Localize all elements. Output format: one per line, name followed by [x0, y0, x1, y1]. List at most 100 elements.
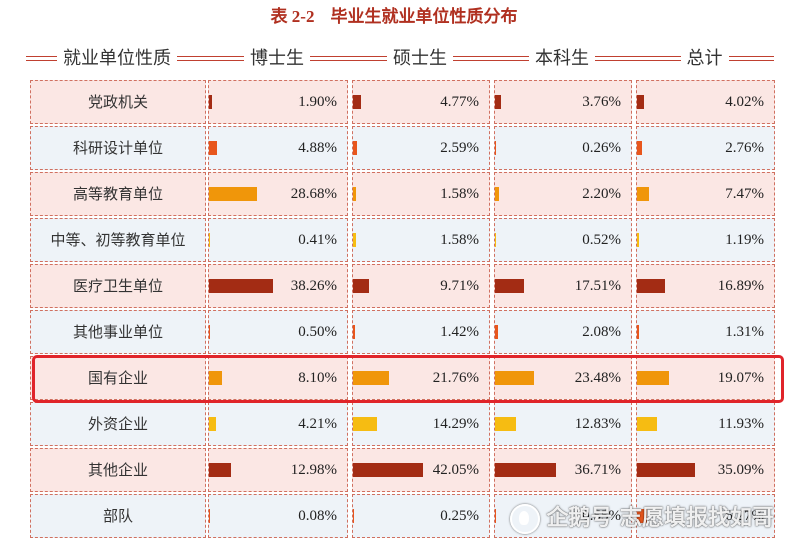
value-cell: 4.02%	[636, 80, 775, 124]
value-cell: 42.05%	[352, 448, 490, 492]
table-title-text: 毕业生就业单位性质分布	[330, 7, 518, 27]
value-text: 38.26%	[290, 278, 337, 294]
value-text: 12.98%	[290, 462, 337, 478]
row-label-cell: 部队	[30, 494, 206, 538]
value-bar	[353, 233, 356, 247]
value-bar	[637, 141, 642, 155]
value-cell: 4.88%	[208, 126, 348, 170]
value-text: 1.42%	[440, 324, 479, 340]
row-label: 高等教育单位	[72, 185, 163, 203]
header-master: 硕士生	[352, 44, 488, 74]
header-unit-type: 就业单位性质	[30, 44, 204, 74]
table-row: 科研设计单位 4.88% 2.59% 0.26% 2.76%	[30, 126, 775, 170]
value-bar	[353, 463, 423, 477]
row-label: 其他事业单位	[72, 323, 163, 341]
value-cell: 1.58%	[352, 218, 490, 262]
value-cell: 0.26%	[494, 126, 632, 170]
value-cell: 2.76%	[636, 126, 775, 170]
value-text: 1.19%	[725, 232, 764, 248]
value-text: 2.20%	[582, 186, 621, 202]
value-text: 28.68%	[290, 186, 337, 202]
value-text: 1.90%	[298, 94, 337, 110]
value-bar	[209, 509, 210, 523]
value-bar	[209, 371, 222, 385]
row-label-cell: 外资企业	[30, 402, 206, 446]
value-text: 8.10%	[298, 370, 337, 386]
value-bar	[495, 95, 501, 109]
header-bachelor: 本科生	[494, 44, 630, 74]
value-text: 9.71%	[440, 278, 479, 294]
value-bar	[637, 279, 665, 293]
value-cell: 0.25%	[352, 494, 490, 538]
value-bar	[209, 187, 257, 201]
value-bar	[495, 279, 524, 293]
value-text: 7.47%	[725, 186, 764, 202]
value-text: 19.07%	[717, 370, 764, 386]
header-total: 总计	[636, 44, 773, 74]
row-label: 部队	[102, 507, 133, 525]
table-row: 医疗卫生单位 38.26% 9.71% 17.51% 16.89%	[30, 264, 775, 308]
value-cell: 17.51%	[494, 264, 632, 308]
value-bar	[637, 417, 657, 431]
row-label-cell: 中等、初等教育单位	[30, 218, 206, 262]
value-text: 0.08%	[298, 508, 337, 524]
value-text: 0.50%	[298, 324, 337, 340]
value-text: 0.25%	[440, 508, 479, 524]
value-bar	[209, 325, 210, 339]
value-text: 14.29%	[432, 416, 479, 432]
table-row: 党政机关 1.90% 4.77% 3.76% 4.02%	[30, 80, 775, 124]
row-label: 党政机关	[87, 93, 148, 111]
value-text: 4.21%	[298, 416, 337, 432]
value-cell: 6.27%	[636, 494, 775, 538]
value-cell: 9.71%	[352, 264, 490, 308]
value-bar	[495, 325, 498, 339]
row-label-cell: 科研设计单位	[30, 126, 206, 170]
value-text: 1.31%	[725, 324, 764, 340]
watermark-text: 企鹅号 志愿填报找如哥	[546, 506, 774, 531]
value-cell: 4.77%	[352, 80, 490, 124]
value-bar	[495, 417, 516, 431]
row-label-cell: 党政机关	[30, 80, 206, 124]
value-cell: 1.42%	[352, 310, 490, 354]
value-text: 0.55%	[582, 508, 621, 524]
value-bar	[495, 509, 496, 523]
value-bar	[495, 463, 556, 477]
value-cell: 2.59%	[352, 126, 490, 170]
value-cell: 12.98%	[208, 448, 348, 492]
value-cell: 2.08%	[494, 310, 632, 354]
value-bar	[637, 187, 649, 201]
watermark: 企鹅号 志愿填报找如哥	[510, 502, 774, 536]
value-cell: 19.07%	[636, 356, 775, 400]
value-bar	[353, 325, 355, 339]
value-text: 21.76%	[432, 370, 479, 386]
table-row: 其他事业单位 0.50% 1.42% 2.08% 1.31%	[30, 310, 775, 354]
row-label: 国有企业	[87, 369, 148, 387]
row-label: 科研设计单位	[72, 139, 163, 157]
value-bar	[209, 233, 210, 247]
row-label: 外资企业	[87, 415, 148, 433]
header-phd: 博士生	[208, 44, 346, 74]
value-bar	[495, 187, 499, 201]
value-cell: 11.93%	[636, 402, 775, 446]
row-label-cell: 其他事业单位	[30, 310, 206, 354]
highlight-box	[32, 355, 784, 403]
row-label-cell: 其他企业	[30, 448, 206, 492]
row-label-cell: 国有企业	[30, 356, 206, 400]
value-text: 16.89%	[717, 278, 764, 294]
value-bar	[353, 509, 354, 523]
value-text: 42.05%	[432, 462, 479, 478]
value-bar	[353, 141, 357, 155]
value-text: 11.93%	[718, 416, 764, 432]
value-text: 3.76%	[582, 94, 621, 110]
value-text: 12.83%	[574, 416, 621, 432]
value-cell: 3.76%	[494, 80, 632, 124]
value-cell: 35.09%	[636, 448, 775, 492]
value-text: 1.58%	[440, 186, 479, 202]
value-bar	[637, 509, 647, 523]
value-text: 4.88%	[298, 140, 337, 156]
value-bar	[353, 417, 377, 431]
table-number: 表 2-2	[270, 7, 315, 26]
value-cell: 0.52%	[494, 218, 632, 262]
value-cell: 0.50%	[208, 310, 348, 354]
row-label: 医疗卫生单位	[72, 277, 163, 295]
